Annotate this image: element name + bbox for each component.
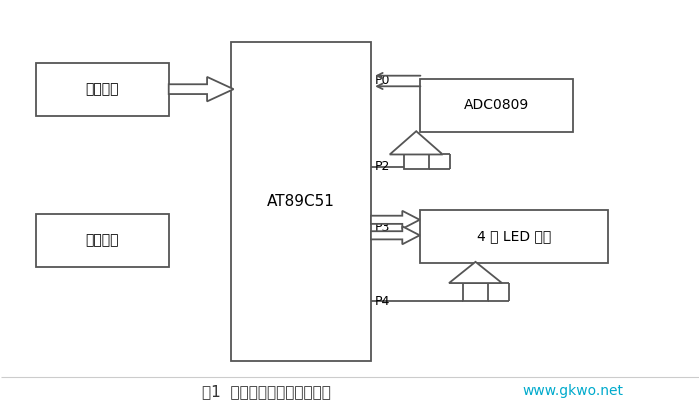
Bar (463, 283, 488, 301)
Polygon shape (390, 131, 442, 155)
Text: www.gkwo.net: www.gkwo.net (523, 384, 624, 398)
Bar (232, 42, 371, 360)
Bar (420, 210, 608, 263)
Polygon shape (449, 262, 502, 283)
Bar (420, 79, 573, 132)
Text: 电源电路: 电源电路 (85, 233, 119, 247)
Text: 图1  数字电压表系统设计方案: 图1 数字电压表系统设计方案 (202, 384, 331, 399)
Text: AT89C51: AT89C51 (267, 194, 335, 209)
Bar (404, 155, 429, 169)
Bar (36, 214, 169, 267)
Text: 上电复位: 上电复位 (85, 82, 119, 96)
Polygon shape (371, 226, 420, 244)
Text: ADC0809: ADC0809 (464, 99, 529, 113)
Text: P3: P3 (374, 222, 390, 234)
Polygon shape (169, 77, 234, 102)
Text: P4: P4 (374, 295, 390, 308)
Text: P2: P2 (374, 160, 390, 173)
Text: 4 位 LED 显示: 4 位 LED 显示 (477, 229, 551, 243)
Text: P0: P0 (374, 74, 390, 88)
Bar (36, 62, 169, 115)
Polygon shape (371, 211, 420, 229)
